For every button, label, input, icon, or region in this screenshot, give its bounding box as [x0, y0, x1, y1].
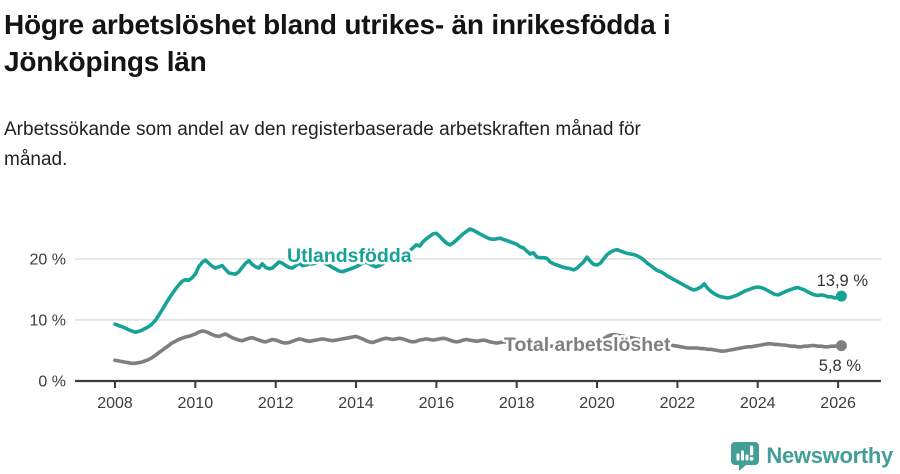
- chart-title: Högre arbetslöshet bland utrikes- än inr…: [4, 6, 864, 80]
- x-axis-label-2020: 2020: [579, 395, 615, 412]
- chart-subtitle-line2: månad.: [4, 149, 68, 170]
- y-axis-label-20: 20 %: [30, 251, 66, 268]
- series-line-utlandsf-dda: [113, 227, 844, 335]
- y-axis-label-0: 0 %: [38, 374, 66, 391]
- brand-name: Newsworthy: [766, 443, 893, 468]
- chart-title-line1: Högre arbetslöshet bland utrikes- än inr…: [4, 9, 671, 40]
- end-value-label-utlandsf-dda: 13,9 %: [817, 272, 869, 290]
- end-dot-utlandsf-dda: [835, 290, 847, 302]
- series-line-total-arbetsl-shet: [113, 329, 844, 366]
- x-axis-label-2018: 2018: [499, 395, 535, 412]
- chart-title-line2: Jönköpings län: [4, 46, 207, 77]
- chart-subtitle: Arbetssökande som andel av den registerb…: [4, 115, 864, 175]
- x-axis-label-2026: 2026: [820, 395, 856, 412]
- x-axis-label-2014: 2014: [338, 395, 374, 412]
- end-value-label-total-arbetsl-shet: 5,8 %: [819, 357, 862, 375]
- x-axis-label-2016: 2016: [419, 395, 455, 412]
- x-axis-label-2008: 2008: [97, 395, 133, 412]
- x-axis-label-2024: 2024: [740, 395, 776, 412]
- end-dot-total-arbetsl-shet: [835, 340, 847, 352]
- series-label-utlandsf-dda: Utlandsfödda: [287, 245, 412, 267]
- y-axis-label-10: 10 %: [30, 312, 66, 329]
- chart-subtitle-line1: Arbetssökande som andel av den registerb…: [4, 119, 641, 140]
- newsworthy-logo-icon: [731, 441, 760, 471]
- x-axis-label-2010: 2010: [178, 395, 214, 412]
- x-axis-label-2022: 2022: [660, 395, 696, 412]
- x-axis-label-2012: 2012: [258, 395, 294, 412]
- series-label-total-arbetsl-shet: Total arbetslöshet: [504, 334, 671, 356]
- newsworthy-branding: Newsworthy: [731, 441, 893, 471]
